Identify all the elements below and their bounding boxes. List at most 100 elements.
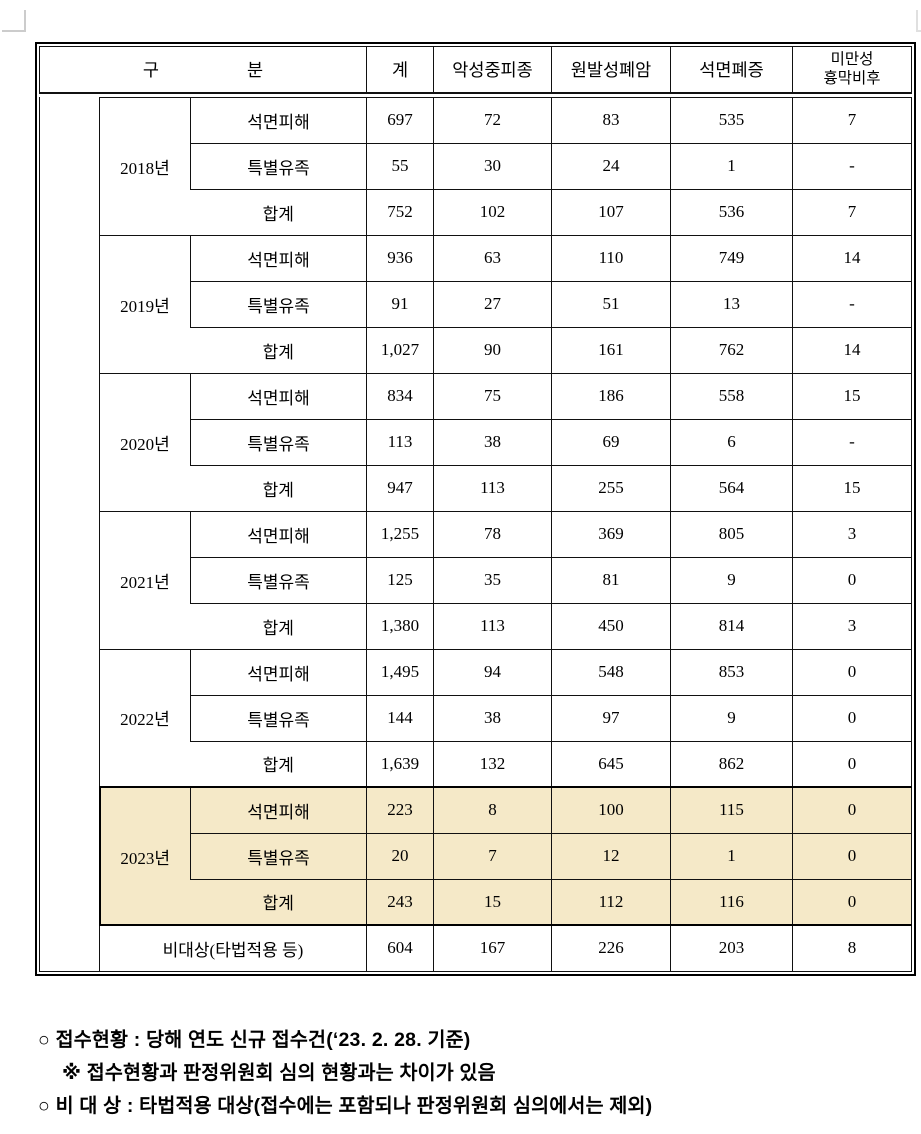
value-cell: 226 bbox=[551, 924, 671, 972]
value-cell: 100 bbox=[551, 786, 671, 834]
header-col-pleural-line1: 미만성 bbox=[830, 51, 874, 69]
value-cell: 112 bbox=[551, 878, 671, 926]
value-cell: 144 bbox=[366, 694, 434, 742]
value-cell: 834 bbox=[366, 372, 434, 420]
value-cell: 0 bbox=[792, 786, 912, 834]
table-row: 2022년 석면피해 1,495 94 548 853 0 bbox=[40, 648, 912, 788]
table-row: 2019년 석면피해 936 63 110 749 14 bbox=[40, 234, 912, 374]
value-cell: 72 bbox=[433, 96, 552, 144]
value-cell: 38 bbox=[433, 694, 552, 742]
value-cell: 63 bbox=[433, 234, 552, 282]
year-cell: 2022년 bbox=[99, 648, 191, 788]
left-margin-cell bbox=[39, 97, 100, 972]
value-cell: 862 bbox=[670, 740, 793, 788]
value-cell: 113 bbox=[366, 418, 434, 466]
value-cell: 167 bbox=[433, 924, 552, 972]
sum-label-cell: 합계 bbox=[190, 326, 367, 374]
value-cell: 24 bbox=[551, 142, 671, 190]
value-cell: 75 bbox=[433, 372, 552, 420]
value-cell: 223 bbox=[366, 786, 434, 834]
value-cell: 7 bbox=[433, 832, 552, 880]
value-cell: 203 bbox=[670, 924, 793, 972]
row-label-cell: 석면피해 bbox=[190, 786, 367, 834]
value-cell: 116 bbox=[670, 878, 793, 926]
year-cell: 2021년 bbox=[99, 510, 191, 650]
value-cell: 762 bbox=[670, 326, 793, 374]
table-row-highlighted: 특별유족 20 7 12 1 0 bbox=[40, 832, 912, 880]
header-gubun: 구 분 bbox=[39, 46, 367, 94]
value-cell: 853 bbox=[670, 648, 793, 696]
value-cell: 8 bbox=[792, 924, 912, 972]
sum-label-cell: 합계 bbox=[190, 878, 367, 926]
value-cell: 1,380 bbox=[366, 602, 434, 650]
year-cell: 2020년 bbox=[99, 372, 191, 512]
value-cell: 3 bbox=[792, 510, 912, 558]
value-cell: 51 bbox=[551, 280, 671, 328]
header-gubun-left: 구 bbox=[142, 59, 159, 80]
footnote-reception-status: ○ 접수현황 : 당해 연도 신규 접수건(‘23. 2. 28. 기준) bbox=[38, 1029, 471, 1051]
header-col-total: 계 bbox=[366, 46, 434, 94]
table-row: 합계 1,380 113 450 814 3 bbox=[40, 602, 912, 650]
year-cell: 2019년 bbox=[99, 234, 191, 374]
value-cell: 110 bbox=[551, 234, 671, 282]
value-cell: 805 bbox=[670, 510, 793, 558]
value-cell: 7 bbox=[792, 188, 912, 236]
value-cell: 7 bbox=[792, 96, 912, 144]
value-cell: 97 bbox=[551, 694, 671, 742]
table-row: 2018년 석면피해 697 72 83 535 7 bbox=[39, 96, 912, 972]
value-cell: 1 bbox=[670, 832, 793, 880]
value-cell: 1,255 bbox=[366, 510, 434, 558]
value-cell: 12 bbox=[551, 832, 671, 880]
page-corner-mark-top-right bbox=[916, 10, 921, 32]
value-cell: 3 bbox=[792, 602, 912, 650]
value-cell: 81 bbox=[551, 556, 671, 604]
value-cell: 107 bbox=[551, 188, 671, 236]
footnote-non-target: ○ 비 대 상 : 타법적용 대상(접수에는 포함되나 판정위원회 심의에서는 … bbox=[38, 1095, 653, 1117]
value-cell: 947 bbox=[366, 464, 434, 512]
value-cell: 0 bbox=[792, 832, 912, 880]
value-cell: 9 bbox=[670, 694, 793, 742]
year-cell: 2018년 bbox=[99, 96, 191, 236]
table-header: 구 분 계 악성중피종 원발성폐암 석면폐증 미만성 흉막비후 bbox=[39, 46, 912, 94]
value-cell: 1,639 bbox=[366, 740, 434, 788]
table-row: 특별유족 113 38 69 6 - bbox=[40, 418, 912, 466]
value-cell: 15 bbox=[792, 372, 912, 420]
value-cell: 0 bbox=[792, 556, 912, 604]
non-target-label-cell: 비대상(타법적용 등) bbox=[99, 924, 367, 972]
row-label-cell: 특별유족 bbox=[190, 142, 367, 190]
row-label-cell: 석면피해 bbox=[190, 372, 367, 420]
value-cell: 13 bbox=[670, 280, 793, 328]
sum-label-cell: 합계 bbox=[190, 602, 367, 650]
table-row-highlighted: 2023년 석면피해 223 8 100 115 0 bbox=[40, 786, 912, 926]
header-col-asbestosis: 석면폐증 bbox=[670, 46, 793, 94]
value-cell: 90 bbox=[433, 326, 552, 374]
sum-label-cell: 합계 bbox=[190, 188, 367, 236]
value-cell: 186 bbox=[551, 372, 671, 420]
value-cell: 94 bbox=[433, 648, 552, 696]
value-cell: 0 bbox=[792, 648, 912, 696]
value-cell: 35 bbox=[433, 556, 552, 604]
table-row: 합계 752 102 107 536 7 bbox=[40, 188, 912, 236]
year-cell: 2023년 bbox=[98, 786, 191, 926]
table-row: 2021년 석면피해 1,255 78 369 805 3 bbox=[40, 510, 912, 650]
value-cell: 83 bbox=[551, 96, 671, 144]
value-cell: 558 bbox=[670, 372, 793, 420]
value-cell: 645 bbox=[551, 740, 671, 788]
value-cell: 113 bbox=[433, 464, 552, 512]
value-cell: 814 bbox=[670, 602, 793, 650]
row-label-cell: 특별유족 bbox=[190, 694, 367, 742]
value-cell: - bbox=[792, 418, 912, 466]
value-cell: 55 bbox=[366, 142, 434, 190]
value-cell: 369 bbox=[551, 510, 671, 558]
sum-label-cell: 합계 bbox=[190, 740, 367, 788]
value-cell: 9 bbox=[670, 556, 793, 604]
header-col-pleural-thickening: 미만성 흉막비후 bbox=[792, 46, 912, 94]
row-label-cell: 특별유족 bbox=[190, 418, 367, 466]
value-cell: 548 bbox=[551, 648, 671, 696]
value-cell: - bbox=[792, 280, 912, 328]
footnote-reference-note: ※ 접수현황과 판정위원회 심의 현황과는 차이가 있음 bbox=[62, 1062, 496, 1084]
value-cell: 564 bbox=[670, 464, 793, 512]
table-body: 2018년 석면피해 697 72 83 535 7 특별유족 55 30 24… bbox=[39, 96, 912, 972]
header-col-lung-cancer: 원발성폐암 bbox=[551, 46, 671, 94]
value-cell: 1,495 bbox=[366, 648, 434, 696]
